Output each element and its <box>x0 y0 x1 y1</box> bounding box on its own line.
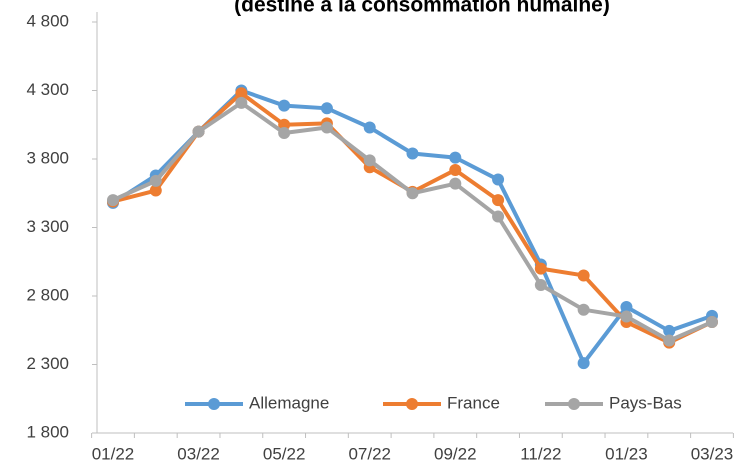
point <box>278 126 291 139</box>
y-tick-label: 4 800 <box>26 11 69 30</box>
point <box>534 279 547 292</box>
point <box>149 184 162 197</box>
legend-marker <box>208 398 220 410</box>
point <box>663 334 676 347</box>
point <box>363 121 376 134</box>
point <box>320 121 333 134</box>
point <box>620 300 633 313</box>
legend-label: Allemagne <box>249 393 329 412</box>
point <box>663 324 676 337</box>
point <box>107 194 119 207</box>
point <box>492 173 505 186</box>
legend-marker <box>406 398 418 410</box>
point <box>449 163 462 176</box>
point <box>706 316 718 329</box>
x-tick-label: 01/23 <box>605 444 648 463</box>
y-tick-label: 2 800 <box>26 285 69 304</box>
y-tick-label: 3 300 <box>26 217 69 236</box>
point <box>492 194 505 207</box>
x-tick-label: 07/22 <box>348 444 391 463</box>
point <box>235 96 248 109</box>
point <box>449 177 462 190</box>
chart-title: (destiné à la consommation humaine) <box>234 0 610 17</box>
point <box>363 154 376 167</box>
y-tick-label: 1 800 <box>26 422 69 441</box>
legend-label: France <box>447 393 500 412</box>
point <box>620 310 633 323</box>
point <box>278 99 291 112</box>
point <box>320 102 333 115</box>
point <box>235 87 248 100</box>
y-tick-label: 4 300 <box>26 80 69 99</box>
point <box>534 262 547 275</box>
y-tick-label: 3 800 <box>26 148 69 167</box>
x-tick-label: 03/22 <box>177 444 220 463</box>
legend-marker <box>568 398 580 410</box>
x-tick-label: 05/22 <box>263 444 306 463</box>
x-tick-label: 03/23 <box>691 444 734 463</box>
point <box>449 151 462 164</box>
point <box>492 210 505 223</box>
legend-label: Pays-Bas <box>609 393 682 412</box>
point <box>577 269 590 282</box>
x-tick-label: 11/22 <box>520 444 561 463</box>
y-tick-label: 2 300 <box>26 354 69 373</box>
point <box>406 147 419 160</box>
point <box>278 118 291 131</box>
point <box>149 174 162 187</box>
x-tick-label: 09/22 <box>434 444 477 463</box>
point <box>577 357 590 370</box>
x-tick-label: 01/22 <box>92 444 135 463</box>
point <box>577 303 590 316</box>
point <box>406 187 419 200</box>
point <box>192 125 205 138</box>
